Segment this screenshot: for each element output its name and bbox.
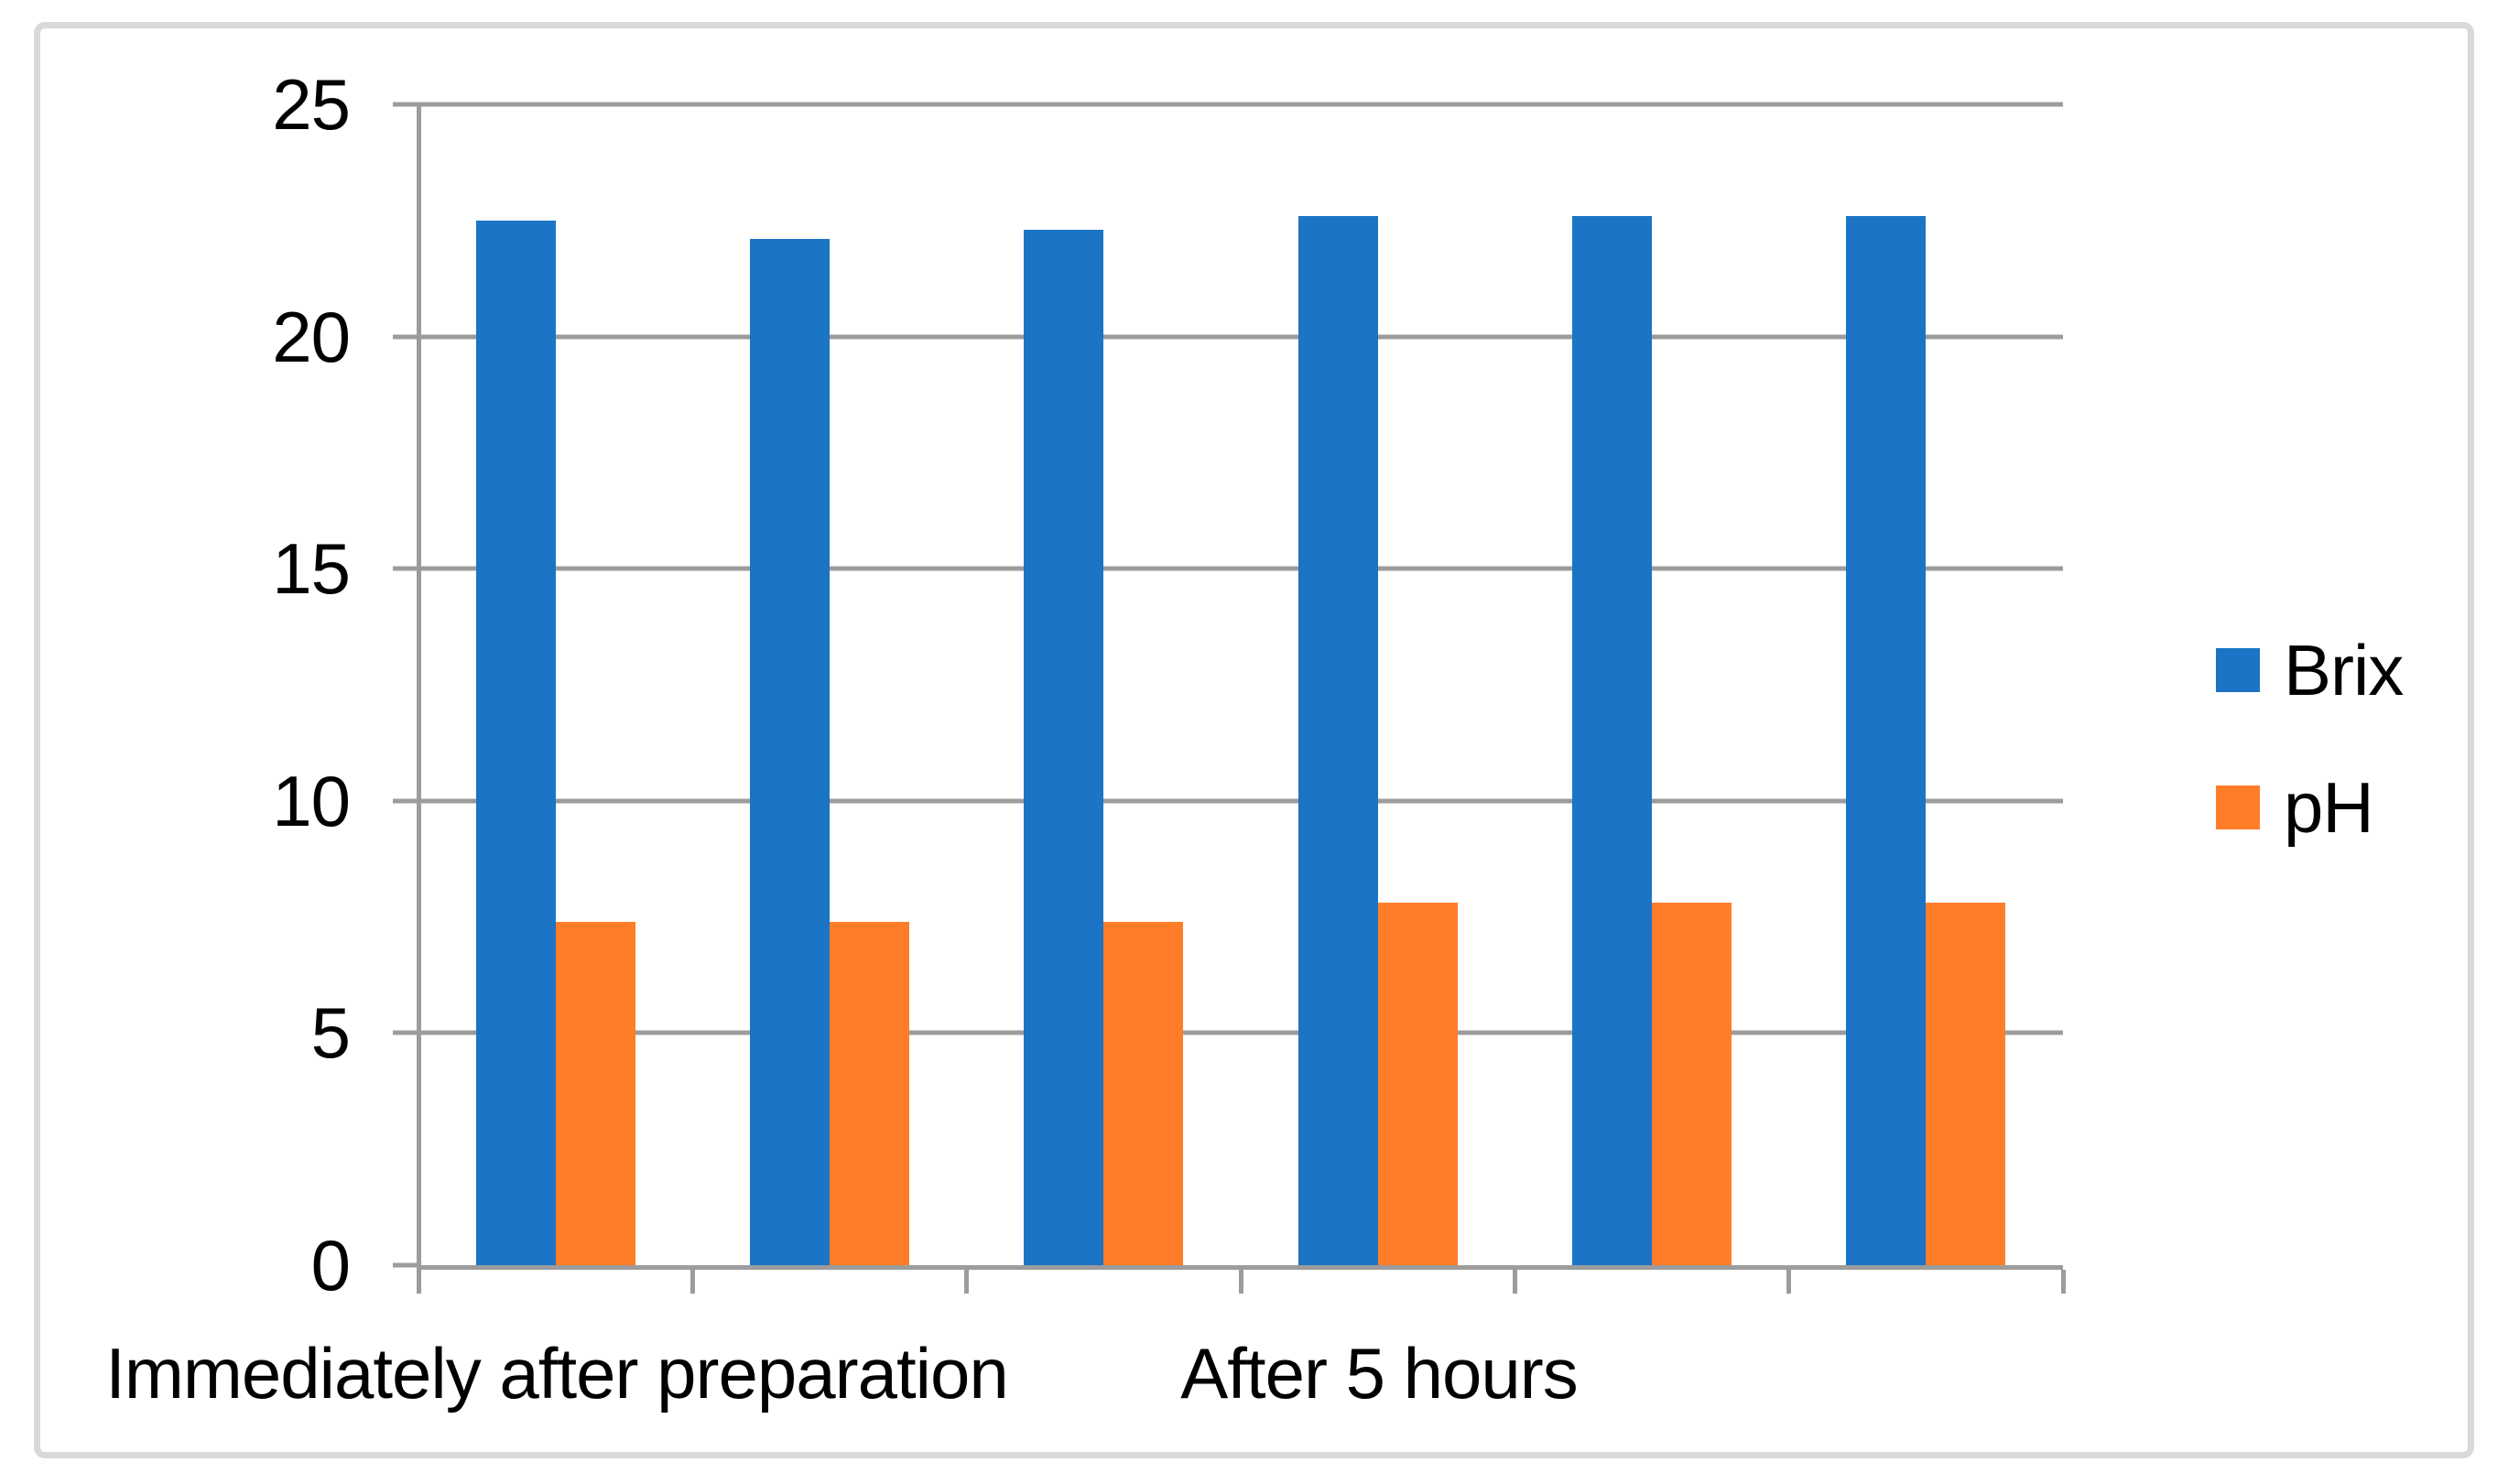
bar-brix-4 (1297, 215, 1378, 1265)
legend-label-brix: Brix (2284, 630, 2404, 710)
x-axis-group-label-2: After 5 hours (1180, 1333, 1579, 1414)
gridline-5 (418, 1030, 2063, 1035)
bar-ph-5 (1652, 903, 1732, 1265)
y-axis-line (417, 104, 421, 1289)
x-axis-tick-1 (689, 1270, 695, 1294)
bar-ph-4 (1377, 903, 1458, 1265)
x-axis-tick-6 (2060, 1270, 2066, 1294)
y-axis-tick-5 (393, 1030, 418, 1035)
y-axis-tick-25 (393, 102, 418, 107)
gridline-25 (418, 102, 2063, 107)
chart-border-frame (34, 22, 2474, 1458)
bar-ph-6 (1926, 903, 2006, 1265)
bar-brix-5 (1572, 215, 1652, 1265)
x-axis-tick-5 (1786, 1270, 1792, 1294)
y-tick-label-15: 15 (272, 528, 351, 610)
bar-brix-2 (750, 239, 830, 1265)
y-axis-tick-15 (393, 566, 418, 571)
y-tick-label-10: 10 (272, 760, 351, 841)
gridline-10 (418, 798, 2063, 804)
bar-ph-3 (1103, 921, 1184, 1265)
y-tick-label-0: 0 (310, 1225, 351, 1305)
legend-label-ph: pH (2284, 767, 2374, 848)
x-axis-tick-4 (1512, 1270, 1517, 1294)
bar-brix-6 (1846, 215, 1927, 1265)
y-tick-label-20: 20 (272, 296, 351, 377)
y-tick-label-5: 5 (310, 992, 351, 1074)
y-tick-label-25: 25 (272, 64, 351, 145)
x-axis-tick-0 (416, 1270, 421, 1294)
legend-item-brix: Brix (2216, 630, 2404, 710)
x-axis-tick-2 (964, 1270, 970, 1294)
y-axis-tick-10 (393, 798, 418, 804)
legend-item-ph: pH (2216, 767, 2374, 848)
bar-brix-1 (475, 220, 556, 1265)
y-axis-tick-20 (393, 334, 418, 340)
legend-color-swatch-ph (2216, 785, 2260, 829)
legend-color-swatch-brix (2216, 648, 2260, 692)
bar-ph-2 (830, 921, 909, 1265)
x-axis-line (418, 1265, 2063, 1270)
x-axis-group-label-1: Immediately after preparation (105, 1333, 1008, 1414)
bar-ph-1 (555, 921, 635, 1265)
x-axis-tick-3 (1238, 1270, 1243, 1294)
y-axis-tick-0 (393, 1262, 418, 1268)
gridline-15 (418, 566, 2063, 571)
plot-area (393, 102, 2066, 1294)
gridline-20 (418, 334, 2063, 340)
bar-brix-3 (1024, 229, 1104, 1265)
